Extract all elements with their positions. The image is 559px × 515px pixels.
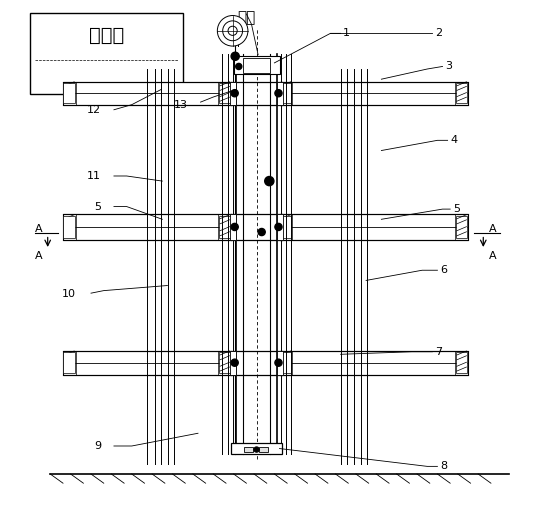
- Bar: [244, 447, 253, 452]
- Bar: [259, 447, 268, 452]
- Text: 井口: 井口: [237, 10, 255, 25]
- Bar: [230, 82, 236, 105]
- Text: 12: 12: [87, 105, 101, 115]
- Circle shape: [228, 26, 237, 36]
- Bar: [230, 351, 236, 375]
- Bar: [231, 443, 282, 454]
- Text: A: A: [35, 251, 42, 261]
- Circle shape: [275, 359, 282, 366]
- Circle shape: [236, 63, 242, 70]
- Bar: [456, 216, 467, 238]
- Bar: [280, 214, 468, 239]
- Text: 抄油机: 抄油机: [89, 26, 124, 45]
- Bar: [64, 83, 75, 103]
- Text: 6: 6: [440, 265, 447, 275]
- Circle shape: [254, 447, 259, 452]
- Text: 8: 8: [440, 461, 447, 471]
- Circle shape: [231, 90, 238, 97]
- Bar: [280, 216, 291, 238]
- Bar: [277, 351, 283, 375]
- Circle shape: [275, 224, 282, 231]
- Bar: [277, 82, 283, 105]
- Bar: [234, 56, 280, 74]
- Circle shape: [231, 52, 239, 60]
- Text: 5: 5: [94, 201, 101, 212]
- Bar: [63, 351, 231, 375]
- Bar: [280, 83, 291, 103]
- Circle shape: [222, 21, 243, 41]
- Bar: [30, 13, 183, 94]
- Bar: [64, 216, 75, 238]
- Circle shape: [231, 224, 238, 231]
- Text: A: A: [35, 225, 42, 234]
- Text: 5: 5: [453, 204, 459, 214]
- Text: A: A: [489, 225, 496, 234]
- Text: 7: 7: [435, 347, 442, 357]
- Circle shape: [231, 359, 238, 366]
- Circle shape: [275, 90, 282, 97]
- Circle shape: [265, 177, 274, 186]
- Circle shape: [217, 15, 248, 46]
- Text: 13: 13: [174, 100, 188, 110]
- Bar: [63, 82, 231, 105]
- Text: A: A: [489, 251, 496, 261]
- Bar: [219, 216, 231, 238]
- Bar: [280, 352, 291, 373]
- Text: 1: 1: [343, 28, 350, 38]
- Bar: [219, 83, 231, 103]
- Bar: [64, 352, 75, 373]
- Bar: [277, 214, 283, 239]
- Bar: [456, 83, 467, 103]
- Text: 10: 10: [61, 289, 75, 299]
- Bar: [63, 214, 231, 239]
- Text: 3: 3: [445, 61, 452, 72]
- Bar: [243, 58, 271, 73]
- Bar: [230, 214, 236, 239]
- Bar: [456, 352, 467, 373]
- Bar: [280, 351, 468, 375]
- Text: 4: 4: [450, 135, 457, 145]
- Text: 9: 9: [94, 441, 101, 451]
- Text: 2: 2: [435, 28, 442, 38]
- Bar: [280, 82, 468, 105]
- Circle shape: [258, 229, 265, 235]
- Bar: [219, 352, 231, 373]
- Text: 11: 11: [87, 171, 101, 181]
